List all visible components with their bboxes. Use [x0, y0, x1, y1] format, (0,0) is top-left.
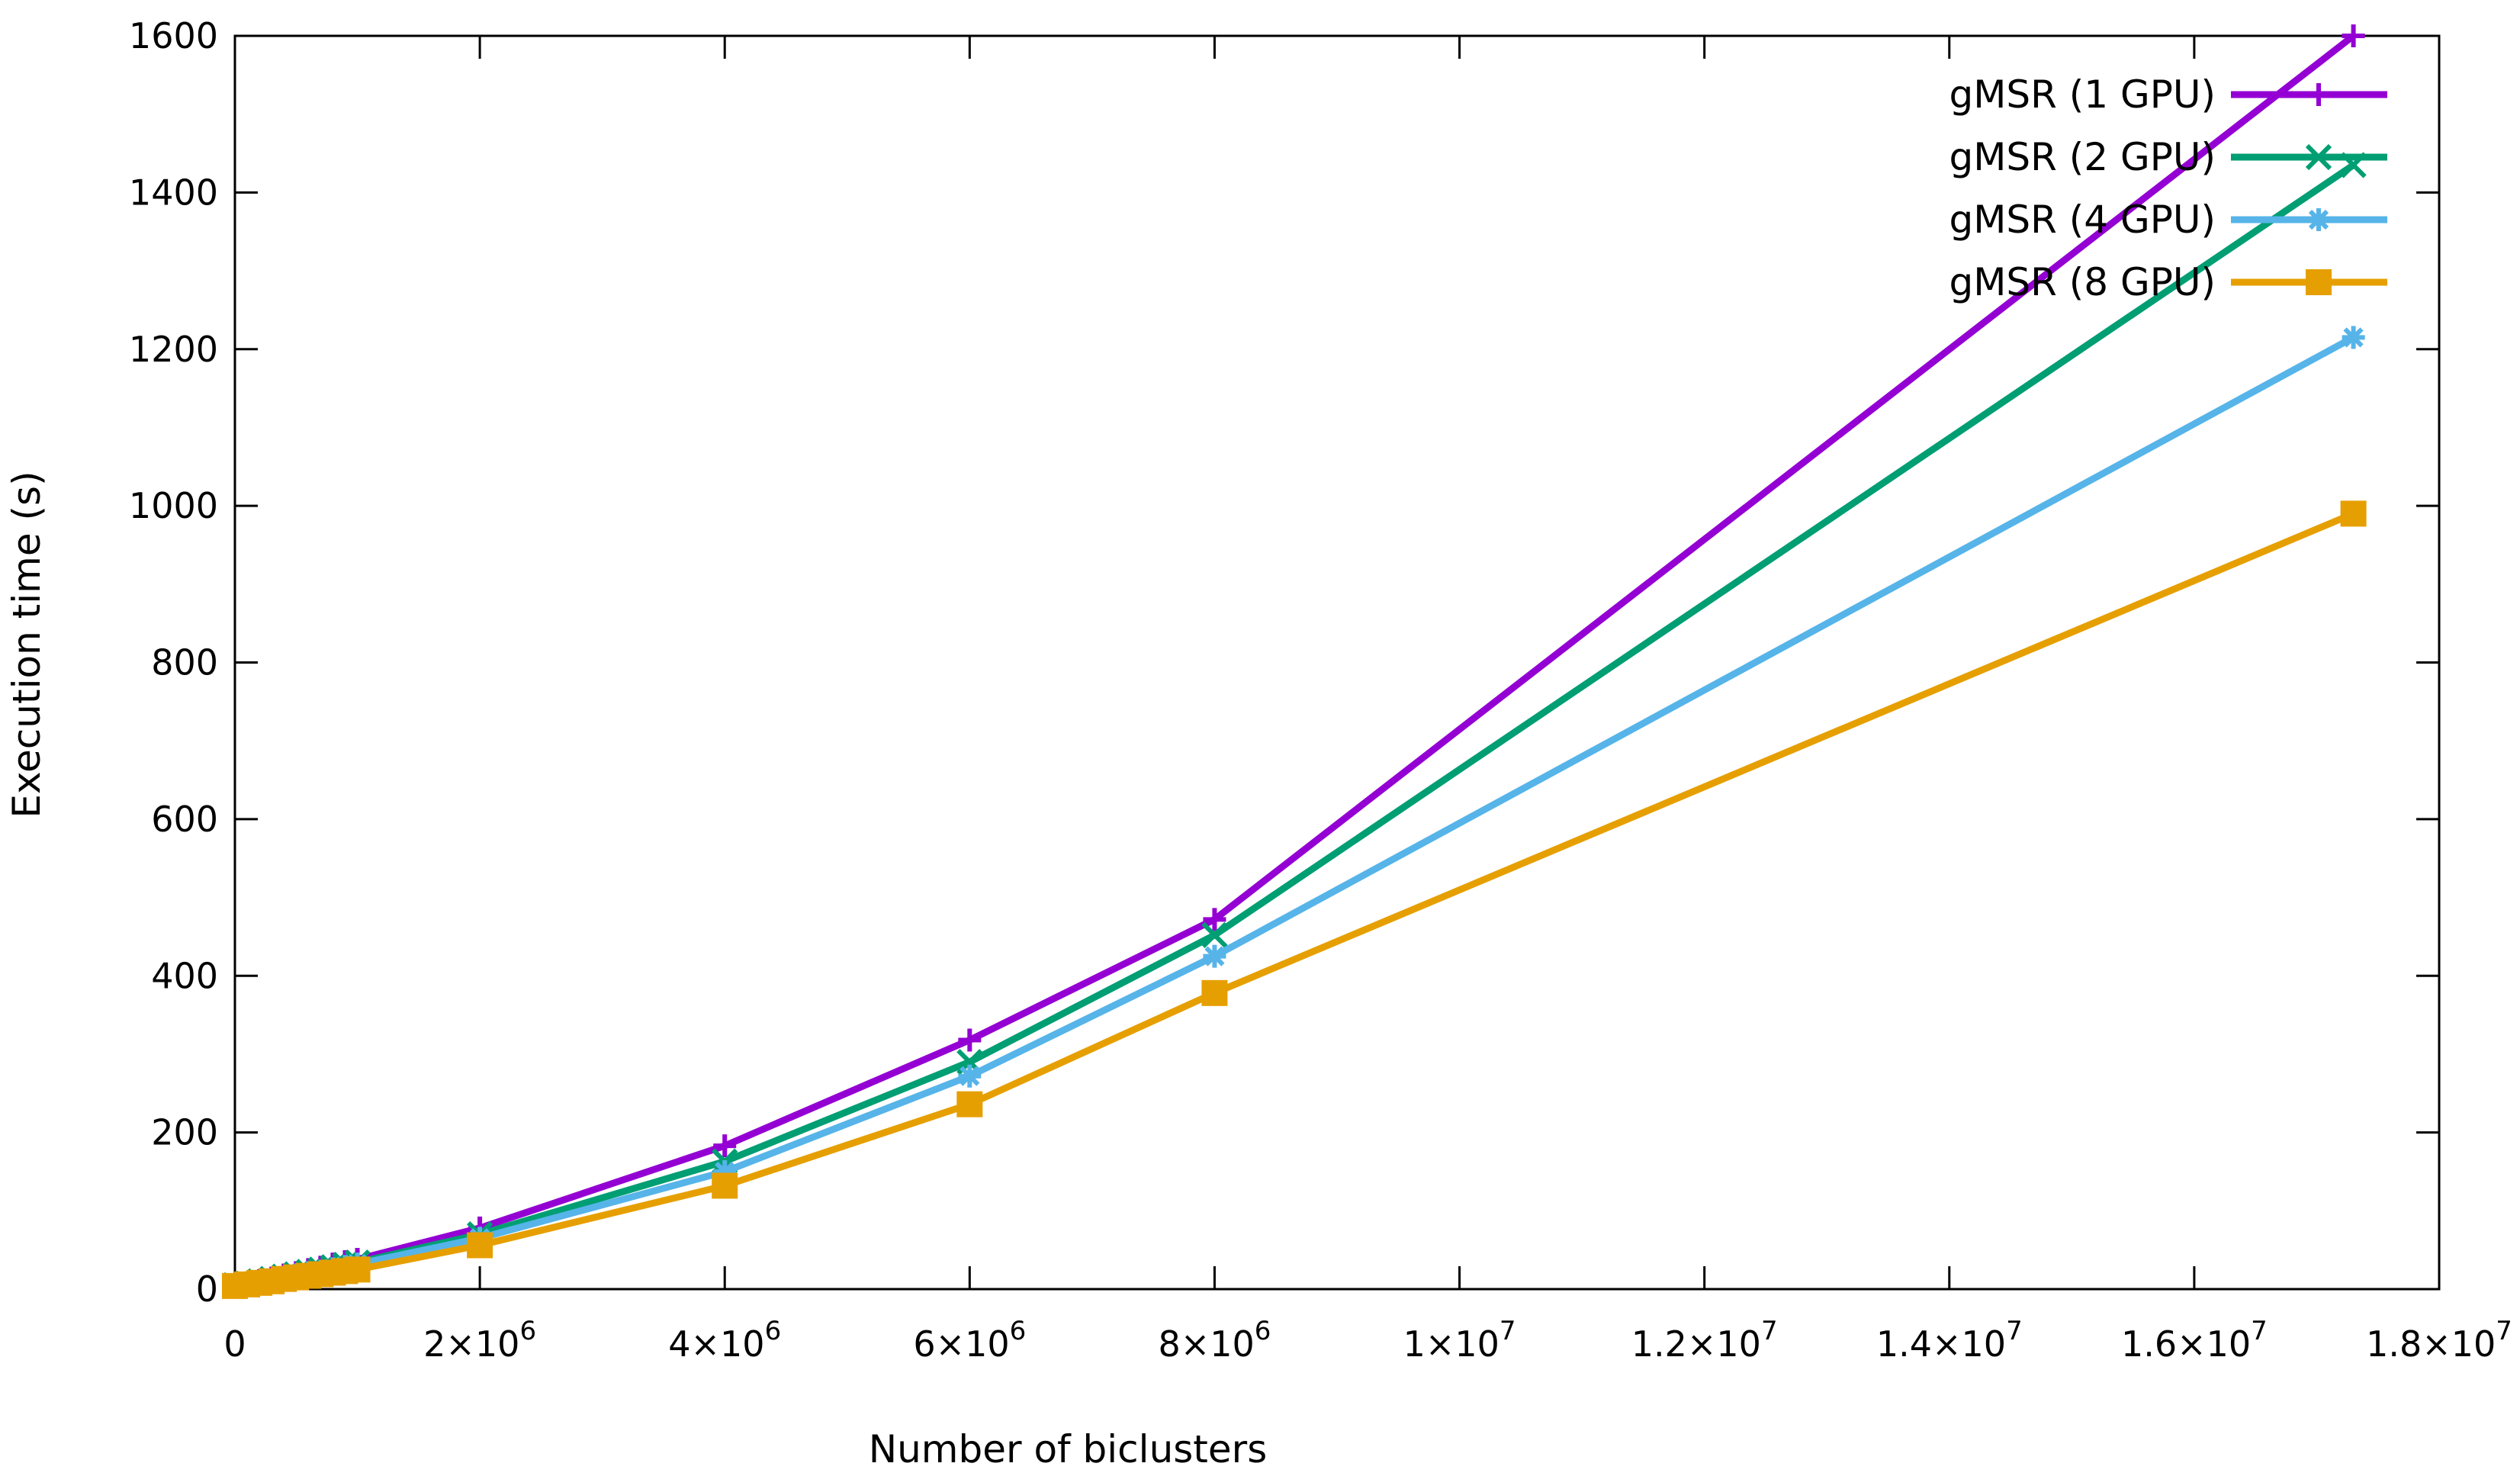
x-tick-label: 2×106 — [423, 1316, 536, 1365]
x-tick-base: 2×10 — [423, 1323, 519, 1365]
x-tick-base: 6×10 — [913, 1323, 1009, 1365]
x-tick-label: 8×106 — [1158, 1316, 1271, 1365]
data-point — [1203, 944, 1226, 968]
data-point — [1201, 979, 1228, 1006]
x-tick-exponent: 7 — [2496, 1316, 2512, 1346]
data-point — [2305, 143, 2332, 171]
x-tick-exponent: 7 — [2006, 1316, 2023, 1346]
y-axis-title: Execution time (s) — [5, 471, 49, 818]
y-tick-label: 200 — [151, 1112, 218, 1153]
data-point — [2307, 208, 2330, 231]
y-tick-label: 0 — [196, 1269, 218, 1310]
x-tick-base: 1.2×10 — [1631, 1323, 1761, 1365]
x-tick-exponent: 7 — [1761, 1316, 1778, 1346]
legend-entry: gMSR (1 GPU) — [1949, 72, 2387, 117]
legend: gMSR (1 GPU) gMSR (2 GPU) gMSR (4 GPU) gMSR… — [1949, 72, 2387, 304]
series-layer — [221, 24, 2367, 1299]
series-line — [234, 510, 2355, 1290]
data-point — [2307, 83, 2330, 106]
y-tick-label: 1000 — [129, 485, 218, 526]
data-point — [713, 1159, 737, 1183]
data-point — [1201, 921, 1228, 948]
x-tick-base: 1.6×10 — [2121, 1323, 2251, 1365]
data-point — [344, 1256, 371, 1283]
x-axis-title: Number of biclusters — [869, 1427, 1268, 1471]
y-tick-label: 1400 — [129, 172, 218, 213]
y-tick-label: 1200 — [129, 329, 218, 370]
series-line — [234, 162, 2356, 1289]
legend-entry: gMSR (8 GPU) — [1949, 260, 2387, 304]
x-tick-exponent: 6 — [1255, 1316, 1271, 1346]
x-tick-base: 1.4×10 — [1876, 1323, 2006, 1365]
x-tick-label: 0 — [223, 1323, 246, 1365]
y-tick-label: 1600 — [129, 15, 218, 56]
x-tick-exponent: 6 — [1010, 1316, 1027, 1346]
x-tick-exponent: 6 — [519, 1316, 536, 1346]
data-point — [2306, 269, 2332, 295]
x-tick-base: 8×10 — [1158, 1323, 1254, 1365]
x-tick-base: 4×10 — [668, 1323, 764, 1365]
series-line — [234, 334, 2355, 1290]
y-axis: 0 200 400 600 800 1000 1200 1400 1600 — [129, 15, 2439, 1310]
data-point — [2342, 24, 2365, 47]
x-tick-label: 1×107 — [1403, 1316, 1516, 1365]
y-tick-label: 400 — [151, 955, 218, 996]
legend-label: gMSR (1 GPU) — [1949, 72, 2216, 117]
y-tick-label: 600 — [151, 799, 218, 840]
x-tick-exponent: 7 — [1499, 1316, 1516, 1346]
data-point — [712, 1172, 738, 1199]
x-tick-exponent: 6 — [765, 1316, 782, 1346]
legend-entry: gMSR (2 GPU) — [1949, 135, 2387, 179]
data-point — [958, 1064, 982, 1088]
x-tick-label: 4×106 — [668, 1316, 781, 1365]
data-point — [1203, 908, 1226, 931]
x-tick-label: 1.8×107 — [2366, 1316, 2512, 1365]
x-tick-base: 0 — [223, 1323, 246, 1365]
x-tick-label: 1.2×107 — [1631, 1316, 1778, 1365]
data-point — [958, 1028, 982, 1052]
data-point — [713, 1134, 737, 1158]
x-tick-label: 1.4×107 — [1876, 1316, 2023, 1365]
x-tick-base: 1.8×10 — [2366, 1323, 2496, 1365]
y-tick-label: 800 — [151, 642, 218, 683]
series-4 — [222, 500, 2367, 1299]
x-tick-label: 6×106 — [913, 1316, 1026, 1365]
data-point — [2342, 326, 2365, 349]
series-2 — [221, 152, 2367, 1298]
x-axis: 0 2×106 4×106 6×106 8×106 1×107 1.2×107 1.4×107… — [223, 36, 2512, 1365]
x-tick-exponent: 7 — [2251, 1316, 2268, 1346]
series-3 — [223, 326, 2365, 1298]
x-tick-label: 1.6×107 — [2121, 1316, 2268, 1365]
data-point — [467, 1232, 493, 1259]
legend-entry: gMSR (4 GPU) — [1949, 198, 2387, 242]
data-point — [956, 1091, 983, 1117]
x-tick-base: 1×10 — [1403, 1323, 1499, 1365]
data-point — [2340, 500, 2367, 527]
legend-label: gMSR (8 GPU) — [1949, 260, 2216, 304]
legend-label: gMSR (2 GPU) — [1949, 135, 2216, 179]
legend-label: gMSR (4 GPU) — [1949, 198, 2216, 242]
